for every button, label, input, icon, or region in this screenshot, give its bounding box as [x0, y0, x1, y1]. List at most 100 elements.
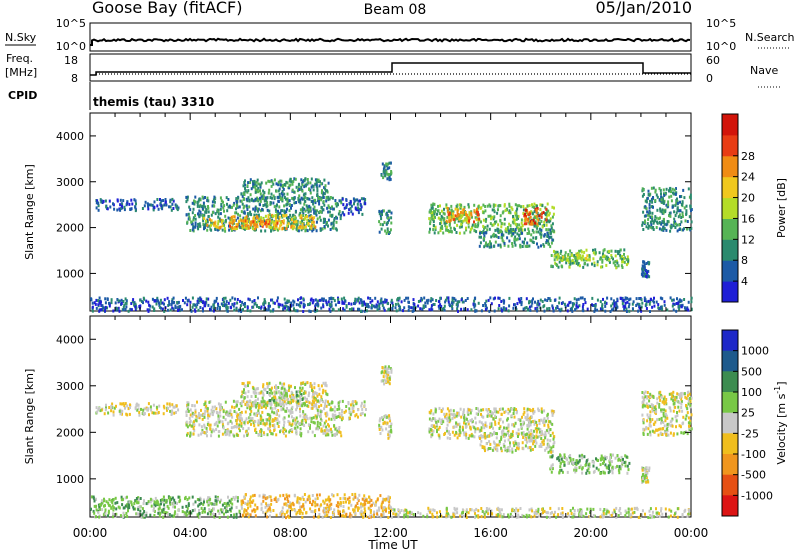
power-panel-cell: [468, 211, 471, 215]
power-panel-cell: [263, 191, 266, 195]
power-panel-cell: [546, 231, 549, 235]
power-panel-cell: [272, 201, 275, 205]
velocity-panel-cell: [275, 433, 278, 437]
velocity-panel-cell: [303, 401, 306, 405]
power-panel-cell: [516, 223, 518, 227]
velocity-panel-cell: [257, 406, 260, 410]
power-panel-cell: [332, 221, 335, 225]
power-panel-cell: [523, 222, 526, 226]
power-panel-cell: [131, 202, 134, 206]
power-panel-cell: [543, 223, 546, 227]
power-panel-cell: [242, 192, 245, 196]
power-panel-cell: [561, 301, 564, 305]
power-panel-cell: [257, 207, 260, 211]
power-panel-cell: [291, 227, 294, 231]
power-panel-cell: [300, 301, 303, 305]
power-panel-cell: [262, 189, 265, 193]
power-panel-cell: [443, 217, 446, 221]
velocity-panel-cell: [175, 404, 178, 408]
power-panel-cell: [108, 304, 111, 308]
power-panel-cell: [257, 182, 260, 186]
power-panel-cell: [286, 224, 289, 228]
power-panel-cell: [481, 231, 484, 235]
power-panel-cell: [155, 302, 158, 306]
power-panel-cell: [251, 225, 254, 229]
velocity-panel-cell: [505, 433, 507, 437]
velocity-panel-cell: [211, 413, 214, 417]
power-panel-cell: [544, 212, 547, 216]
power-panel-cell: [164, 200, 167, 204]
power-panel-cell: [142, 296, 145, 300]
power-panel-cell: [668, 195, 671, 199]
velocity-panel-cell: [208, 414, 211, 418]
power-panel-cell: [133, 198, 136, 202]
velocity-panel-cell: [319, 415, 322, 419]
power-panel-cell: [315, 183, 318, 187]
power-panel-cell: [525, 222, 528, 226]
power-panel-cell: [667, 203, 670, 207]
power-panel-cell: [649, 299, 652, 303]
velocity-panel-cell: [157, 411, 160, 414]
velocity-panel-cell: [306, 381, 309, 385]
velocity-panel-cell: [250, 422, 252, 426]
nsky-panel-frame: [89, 22, 692, 52]
power-panel-cell: [550, 264, 553, 268]
power-panel-cell: [517, 216, 519, 220]
power-panel-cell: [567, 253, 570, 256]
power-panel-cell: [473, 210, 476, 214]
velocity-panel-cell: [285, 402, 288, 406]
power-panel-cell: [197, 301, 200, 305]
power-panel-cell: [539, 208, 542, 211]
power-panel-cell: [613, 301, 616, 305]
power-panel-cell: [264, 301, 267, 305]
velocity-panel-cell: [348, 410, 351, 414]
power-panel-cell: [314, 182, 317, 186]
power-panel-cell: [153, 200, 156, 204]
velocity-panel-cell: [338, 400, 341, 404]
velocity-panel-cell: [432, 429, 435, 433]
power-panel-cell: [450, 208, 453, 212]
power-panel-cell: [275, 210, 278, 213]
power-panel-cell: [323, 219, 326, 223]
velocity-panel-cell: [291, 430, 294, 434]
power-panel-cell: [303, 199, 306, 203]
power-panel-cell: [201, 205, 203, 209]
velocity-panel-cell: [519, 419, 522, 423]
power-panel-cell: [447, 298, 450, 302]
power-panel-cell: [306, 229, 309, 233]
velocity-panel-cell: [281, 382, 284, 386]
power-panel-cell: [629, 297, 632, 301]
power-panel-cell: [249, 210, 252, 214]
power-panel-cell: [556, 250, 559, 254]
power-panel-cell: [435, 299, 438, 302]
power-panel-cell: [575, 306, 578, 310]
velocity-panel-cell: [387, 430, 390, 434]
velocity-panel-cell: [127, 407, 130, 411]
power-panel-cell: [432, 202, 435, 206]
power-panel-cell: [551, 304, 554, 308]
power-panel-cell: [148, 303, 151, 307]
velocity-panel-cell: [489, 442, 492, 446]
velocity-panel-cell: [261, 396, 264, 400]
power-panel-cell: [334, 303, 337, 307]
velocity-panel-cell: [258, 404, 260, 408]
power-panel-cell: [661, 297, 664, 301]
velocity-panel-cell: [208, 423, 211, 427]
power-panel-cell: [431, 298, 434, 302]
velocity-panel-cell: [150, 408, 153, 412]
power-panel-cell: [508, 209, 511, 213]
power-panel-cell: [287, 220, 290, 224]
power-panel-cell: [608, 249, 611, 253]
power-panel-cell: [389, 177, 392, 181]
power-panel-ytick-label: 3000: [56, 176, 84, 189]
power-panel-cell: [492, 223, 495, 227]
velocity-panel-cell: [364, 408, 367, 411]
power-panel-cell: [451, 302, 454, 306]
power-panel-cell: [484, 225, 487, 229]
power-panel-cell: [359, 208, 362, 212]
velocity-panel-cell: [209, 425, 212, 429]
power-panel-cell: [543, 309, 546, 313]
power-panel-cell: [191, 211, 194, 215]
power-panel-cell: [477, 221, 480, 225]
velocity-panel-cell: [443, 412, 446, 416]
